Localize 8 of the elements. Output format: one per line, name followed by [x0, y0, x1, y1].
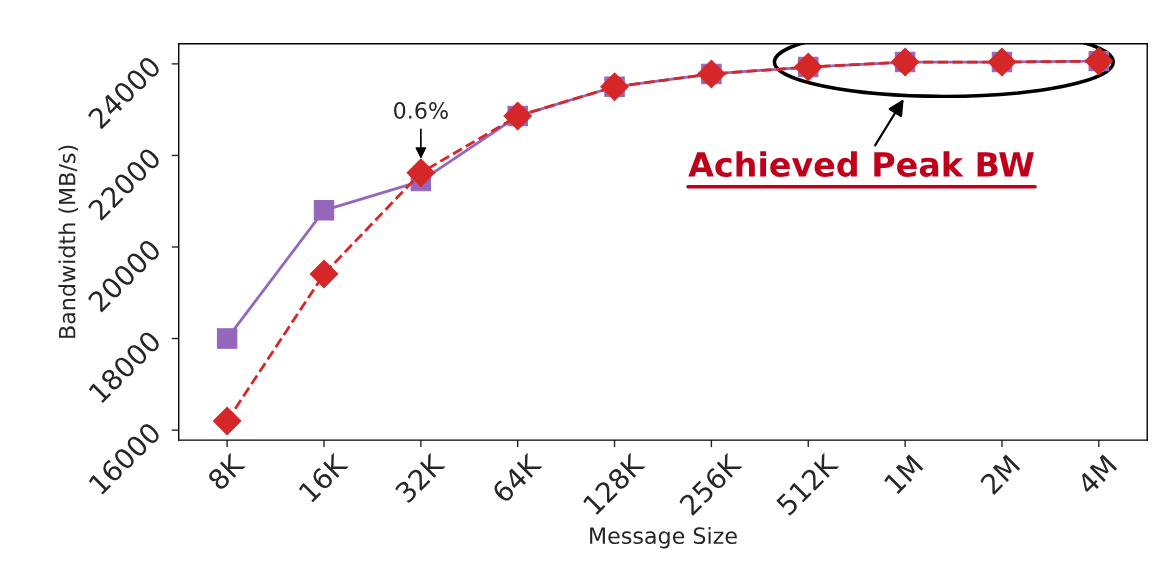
annotation: 0.6%: [394, 102, 448, 119]
x-tick-label: 2M: [979, 454, 1021, 495]
x-tick-label: 1M: [883, 454, 924, 495]
x-axis-title: Message Size: [590, 526, 737, 549]
x-tick-label: 4M: [1076, 454, 1118, 496]
y-axis-title: Bandwidth (MB/s): [58, 145, 79, 338]
annotation: Achieved Peak BW: [688, 151, 1034, 177]
x-tick-label: 8K: [206, 451, 246, 492]
